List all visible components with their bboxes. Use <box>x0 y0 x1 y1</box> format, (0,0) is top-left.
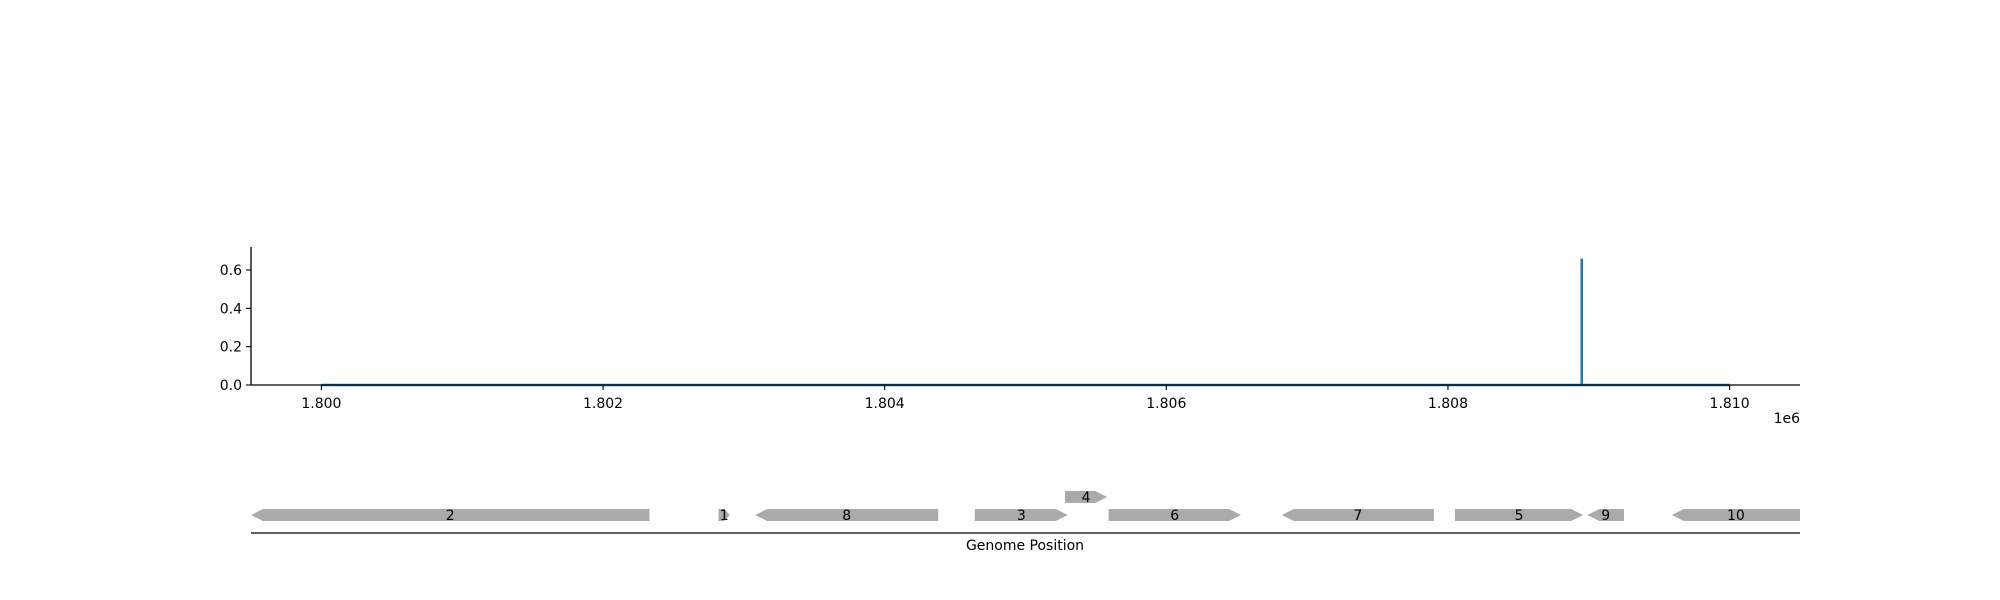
gene-label-3: 3 <box>1017 508 1026 524</box>
gene-label-2: 2 <box>446 508 455 524</box>
x-tick-label: 1.804 <box>865 396 905 412</box>
gene-map: 2 1 8 3 4 6 7 5 9 10 Genome Position <box>251 490 1800 554</box>
gene-arrow-10 <box>1671 509 1800 521</box>
gene-arrow-7 <box>1281 509 1434 521</box>
gene-arrow-8 <box>755 509 939 521</box>
x-offset-label: 1e6 <box>1774 411 1801 427</box>
gene-map-x-axis-label: Genome Position <box>966 538 1084 554</box>
x-tick-label: 1.806 <box>1146 396 1186 412</box>
gene-label-1: 1 <box>720 508 729 524</box>
y-tick-label: 0.6 <box>220 263 242 279</box>
y-tick-label: 0.2 <box>220 340 242 356</box>
gene-arrow-5 <box>1454 509 1584 521</box>
gene-label-6: 6 <box>1170 508 1179 524</box>
gene-label-4: 4 <box>1082 490 1091 506</box>
gene-arrow-2 <box>251 509 650 521</box>
x-tick-label: 1.810 <box>1710 396 1750 412</box>
y-ticks: 0.0 0.2 0.4 0.6 <box>220 263 251 394</box>
gene-arrow-4 <box>1064 491 1108 503</box>
gene-label-10: 10 <box>1727 508 1745 524</box>
gene-arrow-6 <box>1108 509 1241 521</box>
gene-label-5: 5 <box>1515 508 1524 524</box>
gene-arrow-9 <box>1587 509 1624 521</box>
gene-arrow-1 <box>718 509 730 521</box>
gene-label-7: 7 <box>1353 508 1362 524</box>
x-tick-label: 1.808 <box>1428 396 1468 412</box>
y-tick-label: 0.4 <box>220 301 242 317</box>
y-tick-label: 0.0 <box>220 378 242 394</box>
x-tick-label: 1.802 <box>583 396 623 412</box>
gene-label-8: 8 <box>842 508 851 524</box>
coverage-plot: 1.800 1.802 1.804 1.806 1.808 1.810 0.0 0.2 0.4… <box>220 247 1800 427</box>
gene-arrow-3 <box>974 509 1068 521</box>
gene-features: 2 1 8 3 4 6 7 5 9 10 <box>251 490 1800 524</box>
x-tick-label: 1.800 <box>301 396 341 412</box>
gene-label-9: 9 <box>1601 508 1610 524</box>
x-ticks: 1.800 1.802 1.804 1.806 1.808 1.810 <box>301 385 1750 412</box>
